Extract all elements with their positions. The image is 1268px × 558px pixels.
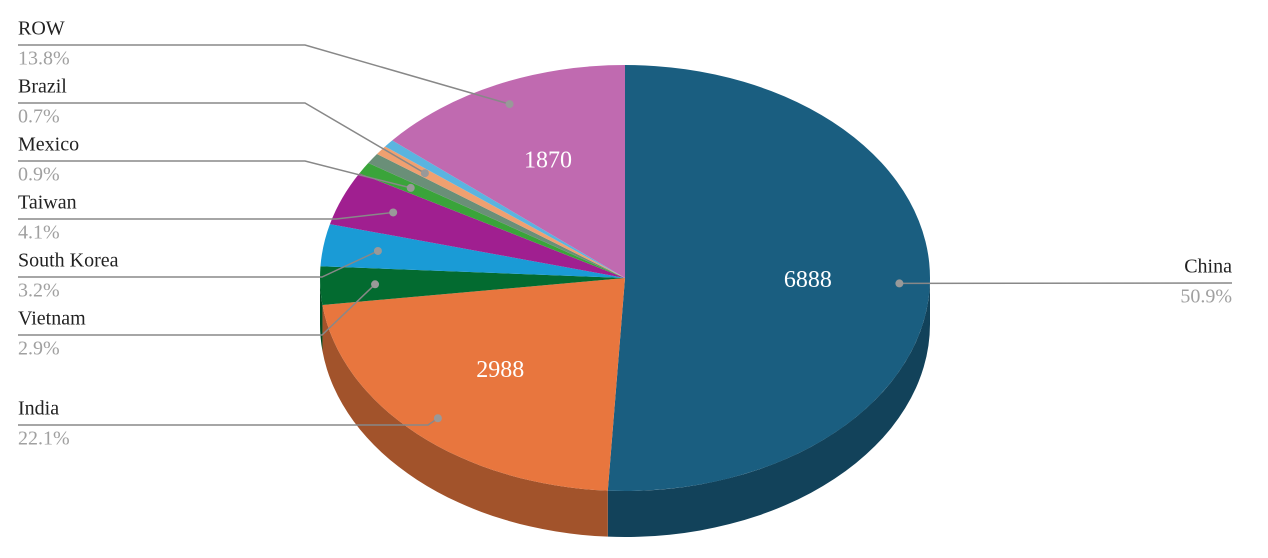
leader-dot: [420, 169, 429, 178]
slice-side: [607, 278, 930, 538]
legend-label: ROW: [18, 18, 65, 40]
leader-dot: [373, 246, 382, 255]
legend-percent: 50.9%: [1180, 286, 1232, 308]
legend-percent: 4.1%: [18, 222, 60, 244]
legend-label: China: [1184, 256, 1232, 278]
leader-line: [18, 44, 510, 105]
legend-label: South Korea: [18, 250, 119, 272]
data-label: 6888: [784, 267, 832, 293]
leader-line: [18, 283, 376, 336]
legend-label: Brazil: [18, 76, 67, 98]
slice: [359, 163, 625, 278]
leader-dot: [433, 414, 442, 423]
slice-side: [320, 278, 323, 351]
leader-dot: [895, 279, 904, 288]
slice: [329, 173, 625, 278]
legend-percent: 2.9%: [18, 338, 60, 360]
legend-label: Taiwan: [18, 192, 77, 214]
slice: [322, 278, 625, 491]
slice-side: [322, 304, 608, 537]
leader-line: [18, 250, 379, 278]
slice: [320, 266, 625, 305]
legend-percent: 3.2%: [18, 280, 60, 302]
legend-percent: 13.8%: [18, 48, 70, 70]
leader-dot: [505, 100, 514, 109]
legend-label: Mexico: [18, 134, 79, 156]
slice: [607, 65, 930, 492]
slice: [320, 224, 625, 278]
slice: [392, 65, 625, 278]
slice: [368, 154, 625, 278]
legend-percent: 0.9%: [18, 164, 60, 186]
legend-label: India: [18, 398, 59, 420]
leader-dot: [406, 183, 415, 192]
legend-label: Vietnam: [18, 308, 86, 330]
leader-line: [18, 160, 411, 189]
data-label: 2988: [476, 357, 524, 383]
leader-line: [18, 211, 394, 220]
legend-percent: 0.7%: [18, 106, 60, 128]
slice: [377, 146, 625, 278]
leader-dot: [389, 208, 398, 217]
slice: [385, 140, 625, 278]
data-label: 1870: [524, 148, 572, 174]
legend-percent: 22.1%: [18, 428, 70, 450]
leader-dot: [371, 280, 380, 289]
leader-line: [18, 102, 426, 174]
